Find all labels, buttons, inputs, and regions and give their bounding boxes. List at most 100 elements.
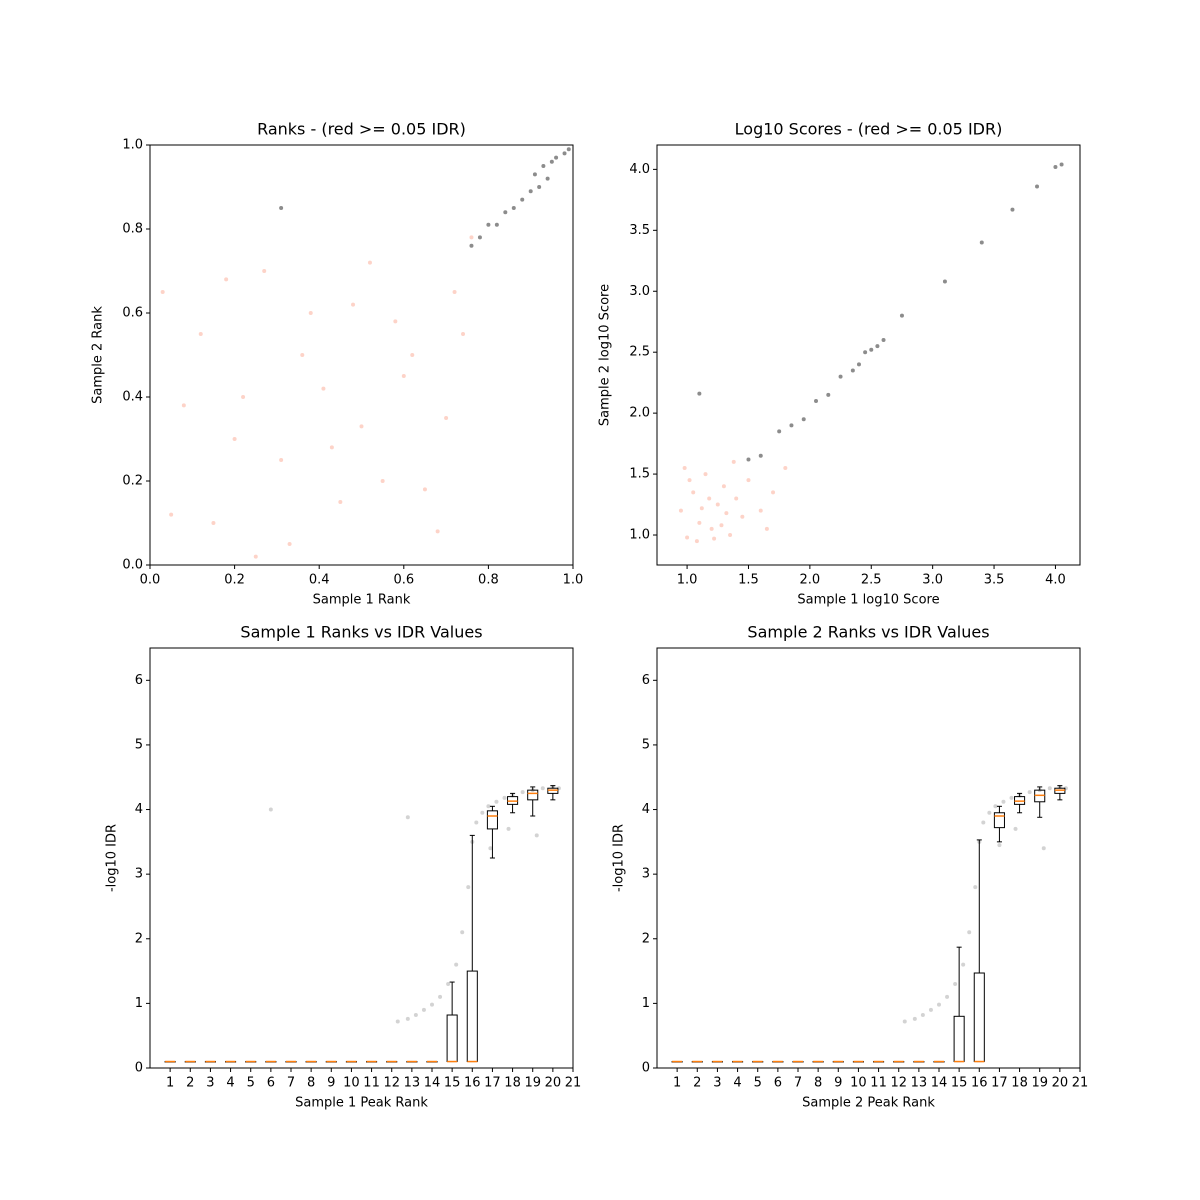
y-tick-label: 0	[642, 1061, 650, 1076]
x-tick-label: 0.6	[393, 573, 414, 588]
point	[920, 1013, 925, 1018]
point	[506, 826, 511, 831]
x-tick-label: 12	[383, 1076, 400, 1091]
y-tick-label: 1.5	[629, 467, 650, 482]
x-tick-label: 1	[166, 1076, 174, 1091]
point	[707, 496, 712, 501]
point	[703, 472, 708, 477]
point	[801, 417, 806, 422]
point	[511, 206, 516, 210]
point	[697, 520, 702, 525]
axes-frame	[656, 647, 1081, 1069]
point	[685, 535, 690, 540]
point	[973, 885, 978, 890]
y-tick-label: 1	[135, 996, 143, 1011]
point	[241, 395, 246, 399]
y-tick-label: 3	[642, 867, 650, 882]
x-tick-label: 19	[1031, 1076, 1048, 1091]
point	[452, 290, 457, 294]
point	[1027, 790, 1032, 795]
x-tick-label: 14	[931, 1076, 948, 1091]
x-tick-label: 6	[267, 1076, 275, 1091]
x-tick-label: 21	[1072, 1076, 1089, 1091]
point	[691, 490, 696, 495]
point	[1047, 786, 1052, 791]
point	[421, 1007, 426, 1012]
point	[367, 260, 372, 265]
x-tick-label: 15	[444, 1076, 461, 1091]
y-tick-label: 5	[135, 737, 143, 752]
point	[338, 500, 343, 504]
point	[308, 311, 313, 315]
point	[724, 511, 729, 516]
x-tick-label: 8	[307, 1076, 315, 1091]
y-tick-label: 2	[642, 931, 650, 946]
point	[198, 332, 203, 336]
point	[494, 222, 499, 227]
point	[329, 445, 334, 450]
y-axis-label: -log10 IDR	[612, 824, 627, 892]
point	[764, 526, 769, 531]
point	[566, 147, 571, 152]
x-tick-label: 6	[774, 1076, 782, 1091]
x-tick-label: 15	[951, 1076, 968, 1091]
x-tick-label: 11	[363, 1076, 380, 1091]
point	[731, 459, 736, 464]
point	[1035, 184, 1040, 189]
x-tick-label: 3.5	[984, 573, 1005, 588]
point	[875, 344, 880, 349]
point	[528, 189, 533, 194]
point	[869, 347, 874, 352]
x-tick-label: 0.4	[309, 573, 330, 588]
point	[502, 795, 507, 800]
point	[466, 885, 471, 890]
point	[678, 508, 683, 513]
y-tick-label: 0.0	[122, 558, 143, 573]
point	[534, 833, 539, 838]
point	[746, 457, 751, 462]
plot-area	[160, 147, 571, 559]
point	[520, 197, 525, 202]
point	[783, 465, 788, 470]
y-tick-label: 5	[642, 737, 650, 752]
x-tick-label: 2	[693, 1076, 701, 1091]
x-tick-label: 1.5	[738, 573, 759, 588]
point	[405, 815, 410, 820]
point	[928, 1007, 933, 1012]
point	[789, 423, 794, 428]
point	[863, 350, 868, 355]
point	[494, 799, 499, 804]
point	[532, 172, 537, 177]
point	[321, 386, 326, 391]
point	[410, 353, 415, 357]
point	[719, 523, 724, 528]
point	[942, 279, 947, 284]
x-tick-label: 13	[911, 1076, 928, 1091]
point	[838, 374, 843, 379]
point	[979, 240, 984, 245]
axes-frame	[656, 144, 1081, 566]
point	[709, 526, 714, 531]
point	[435, 529, 440, 534]
point	[997, 843, 1002, 848]
y-tick-label: 6	[642, 673, 650, 688]
plot-area	[164, 784, 561, 1063]
x-tick-label: 14	[424, 1076, 441, 1091]
point	[262, 269, 267, 273]
plot-area	[678, 162, 1064, 544]
point	[430, 1002, 434, 1007]
point	[562, 151, 567, 156]
box	[527, 789, 539, 801]
y-tick-label: 0.2	[122, 474, 143, 489]
x-tick-label: 8	[814, 1076, 822, 1091]
point	[486, 804, 491, 809]
point	[945, 994, 950, 999]
point	[728, 533, 733, 538]
x-tick-label: 21	[565, 1076, 582, 1091]
point	[961, 962, 966, 967]
point	[899, 313, 904, 318]
point	[1059, 162, 1064, 167]
x-axis-label: Sample 1 log10 Score	[797, 593, 939, 608]
